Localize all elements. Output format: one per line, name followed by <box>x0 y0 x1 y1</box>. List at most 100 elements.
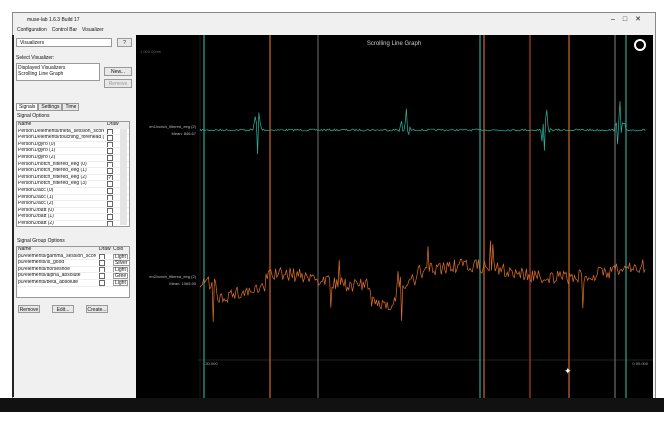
table-row[interactable]: p0/elements/gamma_session_score Light <box>17 253 129 261</box>
row-name: Person2/acc (2) <box>18 201 54 207</box>
row-name: Person1/gyro (0) <box>18 141 56 147</box>
column-header: Name <box>18 122 32 127</box>
checkbox[interactable] <box>107 201 113 207</box>
row-name: Person1/notch_filtered_eeg (2) <box>18 174 87 180</box>
table-row[interactable]: Person2/batt (1) <box>17 214 129 221</box>
color-cell: Gree <box>113 273 129 280</box>
color-cell: Light <box>113 266 128 273</box>
table-row[interactable]: p0/elements/alpha_absolute Gree <box>17 273 129 280</box>
checkbox[interactable] <box>107 161 113 168</box>
checkbox[interactable] <box>107 168 113 174</box>
table-row[interactable]: p0/elements/is_good Silver <box>17 260 129 267</box>
signal-mean: Mean: 1065.90 <box>169 281 196 286</box>
checkbox[interactable] <box>107 220 113 226</box>
checkbox[interactable] <box>107 148 113 155</box>
list: Displayed Visualizers Scrolling Line Grap… <box>16 63 100 81</box>
row-name: p0/elements/gamma_session_score <box>18 253 96 259</box>
color-cell: Light <box>113 253 128 260</box>
table-row[interactable]: Person1/gyro (1) <box>17 148 129 155</box>
table-row[interactable]: Person2/acc (1) <box>17 194 129 202</box>
table-row[interactable]: Person1/gyro (2) <box>17 154 129 162</box>
checkbox[interactable] <box>107 194 113 201</box>
signal-table: Name Draw Person1/elements/theta_session_s… <box>16 121 130 227</box>
row-name: Person2/batt (0) <box>18 207 54 213</box>
row-name: Person1/notch_filtered_eeg (0) <box>18 161 87 167</box>
tabs: Signals Settings Time <box>16 103 80 111</box>
color-cell: Silver <box>113 260 129 267</box>
logo <box>634 39 646 51</box>
table-row[interactable]: Person1/elements/touching_forehead (1) <box>17 135 129 142</box>
checkbox[interactable] <box>107 181 113 187</box>
table-row[interactable]: Person2/batt (2) <box>17 220 129 226</box>
checkbox[interactable] <box>99 279 105 286</box>
dropdown[interactable]: Visualizers <box>16 38 112 47</box>
checkbox[interactable] <box>107 141 113 148</box>
checkbox[interactable] <box>107 135 113 141</box>
action-button[interactable]: Create... <box>86 305 108 313</box>
signal-name: en2/notch_filtered_eeg (2) <box>149 274 196 279</box>
column-header: Colo <box>113 247 124 252</box>
menu-item[interactable]: Configuration <box>17 27 47 33</box>
checkbox[interactable] <box>99 266 105 273</box>
row-name: Person1/gyro (2) <box>18 154 56 160</box>
checkbox[interactable] <box>107 214 113 220</box>
checkbox[interactable] <box>107 207 113 214</box>
row-name: Person2/acc (0) <box>18 187 54 193</box>
new-button[interactable]: New... <box>104 67 132 76</box>
table-row[interactable]: Person2/acc (2) <box>17 201 129 208</box>
table-row[interactable]: Person1/gyro (0) <box>17 141 129 149</box>
action-button[interactable]: Edit... <box>52 305 74 313</box>
remove-button[interactable]: Remove <box>104 79 132 88</box>
table-row[interactable]: Person1/notch_filtered_eeg (0) <box>17 161 129 169</box>
sidebar: Visualizers ? Select Visualizer: Display… <box>14 35 136 397</box>
signal-name: en1/notch_filtered_eeg (2) <box>149 124 196 129</box>
table-row[interactable]: p0/elements/horseshoe Light <box>17 266 129 274</box>
menu-item[interactable]: Control Bar <box>51 27 78 33</box>
table-row[interactable]: Person1/elements/theta_session_score... <box>17 128 129 136</box>
table-header[interactable]: Name Draw Colo <box>17 247 129 254</box>
section-title: Signal Group Options <box>17 238 65 244</box>
table-row[interactable]: Person1/notch_filtered_eeg (2) ✓ <box>17 174 129 182</box>
table-row[interactable]: Person2/batt (0) <box>17 207 129 215</box>
checkbox[interactable] <box>107 128 113 135</box>
graph: Scrolling Line Graph 1 000.00ms -30.000 … <box>136 35 653 398</box>
checkbox[interactable]: ✓ <box>107 174 113 181</box>
row-name: Person2/batt (2) <box>18 220 54 226</box>
column-header: Draw <box>107 122 119 127</box>
checkbox[interactable] <box>107 154 113 161</box>
graph-background <box>136 35 653 398</box>
checkbox[interactable] <box>99 260 105 266</box>
menu-bar: Configuration Control Bar Visualizer <box>17 27 104 33</box>
action-button[interactable]: Remove <box>18 305 40 313</box>
waveform <box>199 240 646 322</box>
row-name: p0/elements/is_good <box>18 260 65 266</box>
label: Select Visualizer: <box>16 55 55 61</box>
table-row[interactable]: Person2/acc (0) <box>17 187 129 195</box>
window-controls[interactable]: –□✕ <box>611 16 649 23</box>
x-end-label: 0.00.000 <box>632 361 648 366</box>
tab[interactable]: Settings <box>38 103 63 111</box>
signal-mean: Mean: 846.67 <box>172 131 197 136</box>
menu-item[interactable]: Visualizer <box>82 27 104 33</box>
graph-title: Scrolling Line Graph <box>367 41 421 47</box>
cursor: ✦ <box>564 366 572 376</box>
button-row: Remove Edit... Create... <box>18 305 108 313</box>
scrollbar[interactable] <box>120 129 127 225</box>
waveform <box>199 101 646 155</box>
scale-label: 1 000.00ms <box>140 49 161 54</box>
taskbar <box>0 398 664 412</box>
checkbox[interactable] <box>107 187 113 194</box>
table-row[interactable]: p0/elements/beta_absolute Light <box>17 279 129 287</box>
group-table: Name Draw Colo p0/elements/gamma_session_sc… <box>16 246 130 298</box>
checkbox[interactable] <box>99 273 105 280</box>
checkbox[interactable] <box>99 253 105 260</box>
row-name: Person2/batt (1) <box>18 214 54 220</box>
row-name: Person1/elements/touching_forehead (1) <box>18 135 104 141</box>
tab[interactable]: Signals <box>16 103 39 111</box>
table-row[interactable]: Person1/notch_filtered_eeg (3) <box>17 181 129 188</box>
help-button[interactable]: ? <box>117 38 132 47</box>
table-row[interactable]: Person1/notch_filtered_eeg (1) <box>17 168 129 175</box>
row-name: Person1/notch_filtered_eeg (1) <box>18 168 87 174</box>
table-header[interactable]: Name Draw <box>17 122 129 129</box>
tab[interactable]: Time <box>62 103 80 111</box>
